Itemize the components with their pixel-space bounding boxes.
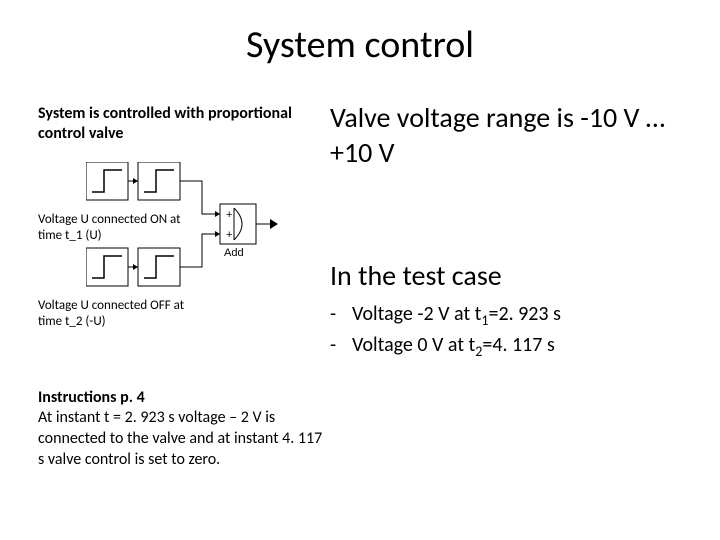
control-subtitle: System is controlled with proportional c… bbox=[38, 104, 298, 144]
valve-voltage-range: Valve voltage range is -10 V … +10 V bbox=[330, 100, 690, 170]
test-case-header: In the test case bbox=[330, 258, 502, 293]
voltage-off-label: Voltage U connected OFF at time t_2 (-U) bbox=[38, 298, 188, 329]
test-item-2-post: =4. 117 s bbox=[482, 333, 554, 357]
svg-text:+: + bbox=[226, 209, 232, 221]
voltage-on-label: Voltage U connected ON at time t_1 (U) bbox=[38, 212, 188, 243]
instructions-header: Instructions p. 4 bbox=[38, 388, 145, 407]
list-item: - Voltage 0 V at t2=4. 117 s bbox=[330, 331, 561, 362]
instructions-body: At instant t = 2. 923 s voltage – 2 V is… bbox=[38, 408, 328, 470]
page-title: System control bbox=[0, 22, 720, 68]
test-item-1-post: =2. 923 s bbox=[488, 302, 560, 326]
svg-text:+: + bbox=[226, 229, 232, 241]
list-item: - Voltage -2 V at t1=2. 923 s bbox=[330, 300, 561, 331]
svg-text:Add: Add bbox=[224, 247, 244, 259]
test-item-2-pre: Voltage 0 V at t bbox=[352, 333, 475, 357]
test-case-list: - Voltage -2 V at t1=2. 923 s - Voltage … bbox=[330, 300, 561, 361]
test-item-1-pre: Voltage -2 V at t bbox=[352, 302, 481, 326]
